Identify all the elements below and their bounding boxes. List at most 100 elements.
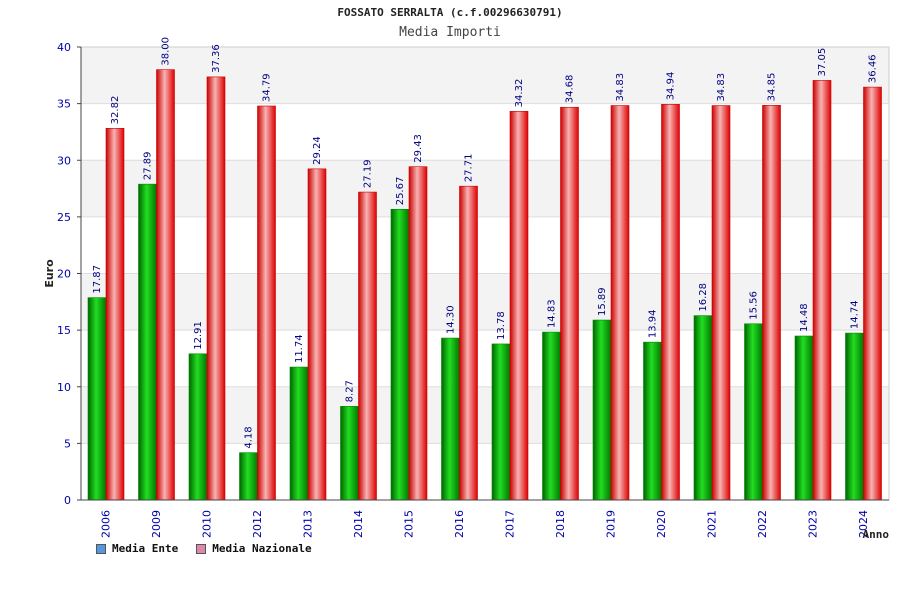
bar-media-nazionale-2017 <box>509 111 529 501</box>
x-axis-label: Anno <box>863 528 890 541</box>
bar-media-nazionale-2021 <box>711 105 731 501</box>
x-tick-label: 2021 <box>705 510 718 538</box>
legend-swatch-media-ente <box>96 543 106 554</box>
bar-media-ente-2006 <box>87 297 107 501</box>
x-tick-label: 2018 <box>554 510 567 538</box>
data-label: 14.48 <box>799 303 810 332</box>
bar-media-ente-2021 <box>693 315 713 501</box>
legend-item-media-ente: Media Ente <box>96 542 178 555</box>
data-label: 13.94 <box>648 309 659 338</box>
x-tick-label: 2013 <box>301 510 314 538</box>
y-tick-label: 5 <box>64 437 71 450</box>
bar-media-ente-2019 <box>592 319 612 501</box>
x-tick-label: 2010 <box>200 510 213 538</box>
x-tick-label: 2009 <box>150 510 163 538</box>
bar-media-nazionale-2024 <box>863 86 882 501</box>
data-label: 34.79 <box>262 73 273 102</box>
x-tick-label: 2023 <box>806 510 819 538</box>
bar-media-ente-2009 <box>138 183 157 501</box>
data-label: 27.89 <box>143 152 154 181</box>
bar-media-nazionale-2020 <box>661 104 680 501</box>
y-tick-label: 30 <box>57 154 71 167</box>
y-tick-label: 0 <box>64 494 71 507</box>
y-axis-label: Euro <box>43 259 56 288</box>
data-label: 14.30 <box>446 305 457 334</box>
x-tick-label: 2017 <box>503 510 516 538</box>
data-label: 8.27 <box>345 380 356 402</box>
bar-media-ente-2013 <box>289 366 309 501</box>
bar-media-ente-2022 <box>744 323 763 501</box>
data-label: 29.24 <box>312 136 323 165</box>
y-tick-label: 15 <box>57 324 71 337</box>
bar-media-ente-2012 <box>239 452 258 501</box>
bar-media-ente-2016 <box>441 337 460 501</box>
legend-label-media-nazionale: Media Nazionale <box>212 542 312 555</box>
chart-subtitle: Media Importi <box>399 25 501 40</box>
data-label: 34.83 <box>716 73 727 102</box>
bar-media-ente-2020 <box>643 341 662 501</box>
x-axis: 2006 2009 2010 2012 2013 2014 2015 2016 2017 2018… <box>81 499 890 541</box>
bar-media-nazionale-2018 <box>560 106 579 501</box>
legend-label-media-ente: Media Ente <box>112 542 179 555</box>
x-tick-label: 2020 <box>655 510 668 538</box>
y-tick-label: 35 <box>57 98 71 111</box>
bar-media-nazionale-2015 <box>408 166 428 501</box>
x-tick-label: 2014 <box>352 510 365 538</box>
bar-media-nazionale-2019 <box>610 105 630 501</box>
y-axis: 0 5 10 15 20 25 30 35 40 Euro <box>43 41 82 507</box>
data-label: 38.00 <box>161 37 172 66</box>
bar-media-nazionale-2022 <box>762 105 781 501</box>
bar-media-nazionale-2009 <box>156 69 175 501</box>
x-tick-label: 2022 <box>756 510 769 538</box>
bar-media-ente-2024 <box>845 332 864 501</box>
bar-media-ente-2014 <box>340 406 359 501</box>
data-label: 14.83 <box>547 299 558 328</box>
bar-media-nazionale-2012 <box>257 105 276 501</box>
y-tick-label: 40 <box>57 41 71 54</box>
data-label: 34.94 <box>666 72 677 101</box>
bar-media-ente-2023 <box>794 335 814 501</box>
chart-title: FOSSATO SERRALTA (c.f.00296630791) <box>337 6 563 19</box>
data-label: 34.85 <box>767 73 778 102</box>
data-label: 12.91 <box>193 321 204 350</box>
legend-item-media-nazionale: Media Nazionale <box>196 542 312 555</box>
bar-media-ente-2018 <box>542 331 561 501</box>
y-tick-label: 25 <box>57 211 71 224</box>
bars: 17.87 32.82 27.89 38.00 12.91 37.36 4.18 34.79 1… <box>87 37 882 501</box>
x-tick-label: 2012 <box>251 510 264 538</box>
bar-media-nazionale-2010 <box>206 76 226 501</box>
data-label: 36.46 <box>868 54 879 83</box>
bar-media-nazionale-2013 <box>307 168 327 501</box>
bar-media-ente-2017 <box>491 343 511 501</box>
x-tick-label: 2015 <box>402 510 415 538</box>
x-tick-label: 2006 <box>99 510 112 538</box>
x-tick-label: 2024 <box>857 510 870 538</box>
data-label: 27.71 <box>464 154 475 183</box>
data-label: 25.67 <box>395 177 406 206</box>
y-tick-label: 20 <box>57 268 71 281</box>
data-label: 13.78 <box>496 311 507 340</box>
data-label: 34.83 <box>615 73 626 102</box>
data-label: 15.56 <box>749 291 760 320</box>
data-label: 37.05 <box>817 48 828 77</box>
bar-media-nazionale-2023 <box>812 80 832 501</box>
data-label: 14.74 <box>850 300 861 329</box>
data-label: 15.89 <box>597 287 608 316</box>
bar-media-ente-2015 <box>390 208 410 501</box>
x-tick-label: 2016 <box>453 510 466 538</box>
data-label: 11.74 <box>294 334 305 363</box>
data-label: 17.87 <box>92 265 103 294</box>
bar-media-nazionale-2014 <box>358 191 377 501</box>
data-label: 34.68 <box>565 75 576 104</box>
data-label: 32.82 <box>110 96 121 125</box>
data-label: 34.32 <box>514 79 525 108</box>
legend: Media Ente Media Nazionale <box>96 542 312 555</box>
bar-media-nazionale-2016 <box>459 185 478 501</box>
x-tick-label: 2019 <box>604 510 617 538</box>
data-label: 4.18 <box>244 426 255 448</box>
data-label: 27.19 <box>363 159 374 188</box>
data-label: 29.43 <box>413 134 424 163</box>
data-label: 16.28 <box>698 283 709 312</box>
y-tick-label: 10 <box>57 381 71 394</box>
